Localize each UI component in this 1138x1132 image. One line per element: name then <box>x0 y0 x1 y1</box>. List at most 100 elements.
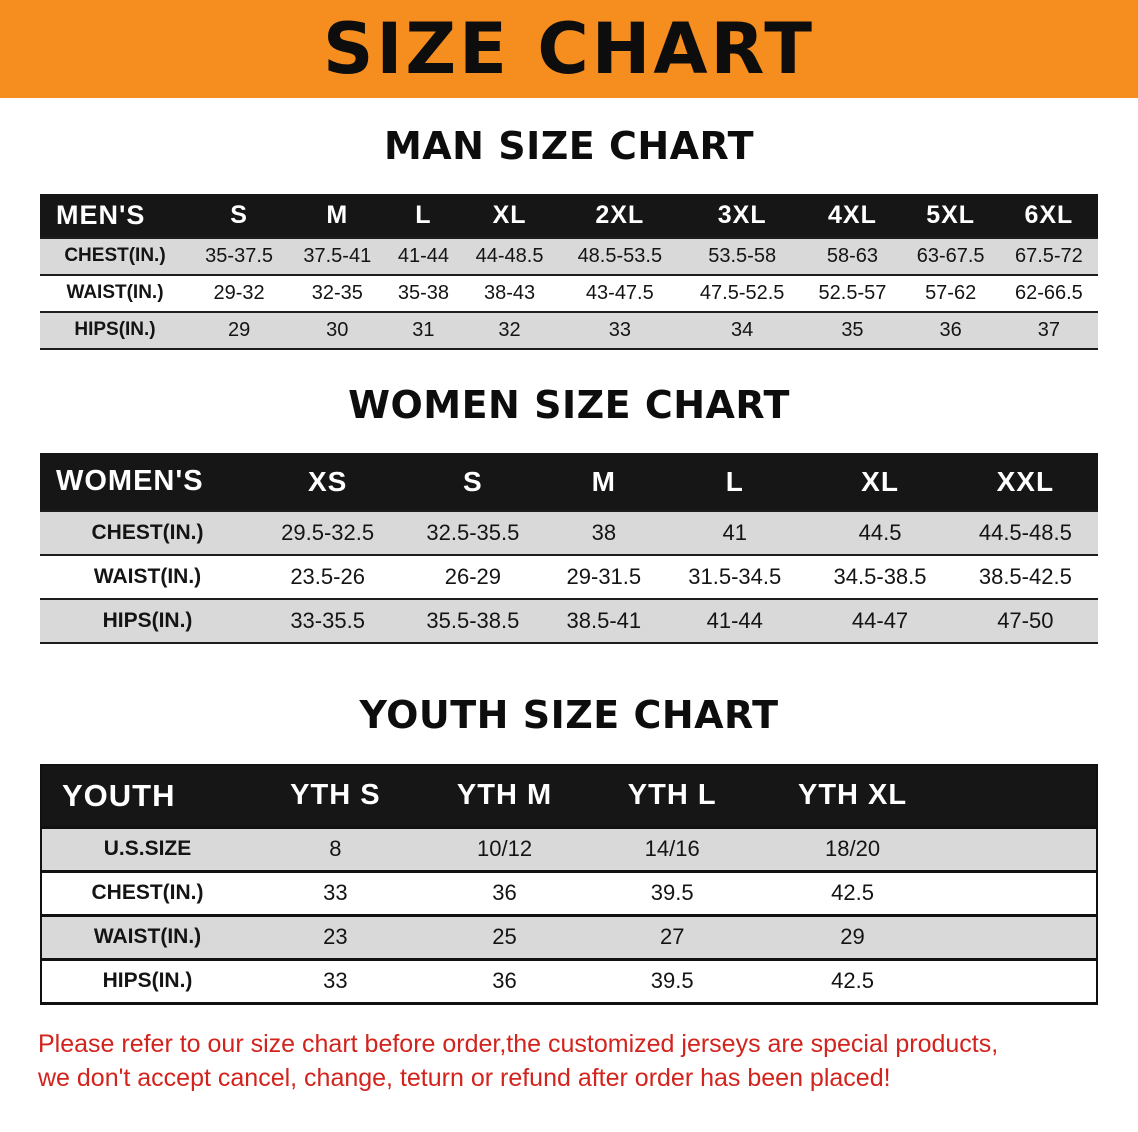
size-value: 63-67.5 <box>901 236 1000 276</box>
size-value: 30 <box>288 310 387 350</box>
size-value: 48.5-53.5 <box>558 236 681 276</box>
measurement-label: CHEST(IN.) <box>41 869 253 917</box>
size-value: 26-29 <box>400 554 546 601</box>
size-value: 37.5-41 <box>288 236 387 276</box>
disclaimer-line-1: Please refer to our size chart before or… <box>38 1029 999 1058</box>
size-column-header: YTH XL <box>753 765 952 828</box>
size-value: 43-47.5 <box>558 273 681 313</box>
size-value: 35-37.5 <box>190 236 289 276</box>
size-value: 38-43 <box>460 273 559 313</box>
size-column-header: L <box>662 453 808 512</box>
size-value: 25 <box>417 913 592 961</box>
size-value: 36 <box>417 869 592 917</box>
size-column-header: 3XL <box>681 193 804 238</box>
table-header-row: WOMEN'S XS S M L XL XXL <box>40 453 1098 512</box>
size-column-header: YTH L <box>591 765 754 828</box>
size-column-header: 6XL <box>999 193 1098 238</box>
size-value: 39.5 <box>591 869 754 917</box>
size-column-header: 2XL <box>558 193 681 238</box>
size-value: 44.5 <box>807 510 953 557</box>
size-value: 8 <box>253 825 418 873</box>
size-value: 33-35.5 <box>255 598 401 645</box>
table-row: CHEST(IN.) 33 36 39.5 42.5 <box>41 869 1097 917</box>
measurement-label: HIPS(IN.) <box>41 957 253 1005</box>
measurement-label: CHEST(IN.) <box>40 510 255 557</box>
size-value: 33 <box>558 310 681 350</box>
size-value: 27 <box>591 913 754 961</box>
table-row: WAIST(IN.) 23 25 27 29 <box>41 913 1097 961</box>
size-value: 32-35 <box>288 273 387 313</box>
size-value: 36 <box>901 310 1000 350</box>
size-value: 39.5 <box>591 957 754 1005</box>
size-column-header: L <box>386 193 461 238</box>
table-header-row: MEN'S S M L XL 2XL 3XL 4XL 5XL 6XL <box>40 193 1098 238</box>
size-value: 42.5 <box>753 869 952 917</box>
size-value: 33 <box>253 957 418 1005</box>
table-row: CHEST(IN.) 29.5-32.5 32.5-35.5 38 41 44.5 44.5… <box>40 510 1098 557</box>
size-column-header: XL <box>460 193 559 238</box>
disclaimer: Please refer to our size chart before or… <box>38 1027 1100 1096</box>
size-column-header: S <box>400 453 546 512</box>
size-value: 32 <box>460 310 559 350</box>
size-value: 10/12 <box>417 825 592 873</box>
size-value: 41 <box>662 510 808 557</box>
table-row: CHEST(IN.) 35-37.5 37.5-41 41-44 44-48.5 48.5… <box>40 236 1098 276</box>
youth-section-heading: YOUTH SIZE CHART <box>359 693 779 738</box>
size-value: 57-62 <box>901 273 1000 313</box>
size-value: 58-63 <box>803 236 902 276</box>
size-value: 33 <box>253 869 418 917</box>
table-header-row: YOUTH YTH S YTH M YTH L YTH XL <box>41 765 1097 828</box>
size-value: 42.5 <box>753 957 952 1005</box>
measurement-label: HIPS(IN.) <box>40 310 190 350</box>
size-value: 35 <box>803 310 902 350</box>
size-value: 18/20 <box>753 825 952 873</box>
table-spacer-cell <box>952 765 1097 828</box>
table-row: WAIST(IN.) 29-32 32-35 35-38 38-43 43-47.5 47.… <box>40 273 1098 313</box>
size-value: 14/16 <box>591 825 754 873</box>
men-size-table: MEN'S S M L XL 2XL 3XL 4XL 5XL 6XL CHEST(IN.) 35-37… <box>40 193 1098 350</box>
size-value: 29 <box>753 913 952 961</box>
size-column-header: M <box>288 193 387 238</box>
size-value: 38 <box>545 510 663 557</box>
size-value: 52.5-57 <box>803 273 902 313</box>
men-section: MAN SIZE CHART MEN'S S M L XL 2XL 3XL 4XL 5XL 6XL… <box>0 124 1138 350</box>
size-column-header: 4XL <box>803 193 902 238</box>
men-section-heading: MAN SIZE CHART <box>383 124 755 168</box>
size-value: 38.5-42.5 <box>952 554 1098 601</box>
size-value: 34.5-38.5 <box>807 554 953 601</box>
size-column-header: XS <box>255 453 401 512</box>
table-spacer-cell <box>952 825 1097 873</box>
youth-size-table: YOUTH YTH S YTH M YTH L YTH XL U.S.SIZE 8 10/12… <box>40 764 1098 1005</box>
women-size-table: WOMEN'S XS S M L XL XXL CHEST(IN.) 29.5-32.5 32.5… <box>40 453 1098 645</box>
size-column-header: YTH S <box>253 765 418 828</box>
table-group-label: MEN'S <box>40 193 190 238</box>
table-row: U.S.SIZE 8 10/12 14/16 18/20 <box>41 825 1097 873</box>
women-section-heading: WOMEN SIZE CHART <box>348 382 790 427</box>
size-value: 29-31.5 <box>545 554 663 601</box>
disclaimer-line-2: we don't accept cancel, change, teturn o… <box>38 1064 891 1093</box>
size-value: 44-47 <box>807 598 953 645</box>
size-value: 62-66.5 <box>999 273 1098 313</box>
size-column-header: XXL <box>952 453 1098 512</box>
measurement-label: WAIST(IN.) <box>40 273 190 313</box>
size-value: 44.5-48.5 <box>952 510 1098 557</box>
size-value: 32.5-35.5 <box>400 510 546 557</box>
table-spacer-cell <box>952 869 1097 917</box>
size-value: 31 <box>386 310 461 350</box>
size-column-header: 5XL <box>901 193 1000 238</box>
size-value: 29-32 <box>190 273 289 313</box>
size-value: 37 <box>999 310 1098 350</box>
size-column-header: S <box>190 193 289 238</box>
measurement-label: CHEST(IN.) <box>40 236 190 276</box>
table-row: WAIST(IN.) 23.5-26 26-29 29-31.5 31.5-34.5 34… <box>40 554 1098 601</box>
table-group-label: YOUTH <box>41 765 253 828</box>
table-row: HIPS(IN.) 33 36 39.5 42.5 <box>41 957 1097 1005</box>
measurement-label: U.S.SIZE <box>41 825 253 873</box>
size-value: 36 <box>417 957 592 1005</box>
size-value: 23 <box>253 913 418 961</box>
size-value: 47-50 <box>952 598 1098 645</box>
size-value: 35-38 <box>386 273 461 313</box>
size-value: 41-44 <box>662 598 808 645</box>
measurement-label: WAIST(IN.) <box>41 913 253 961</box>
table-row: HIPS(IN.) 33-35.5 35.5-38.5 38.5-41 41-44 44-… <box>40 598 1098 645</box>
